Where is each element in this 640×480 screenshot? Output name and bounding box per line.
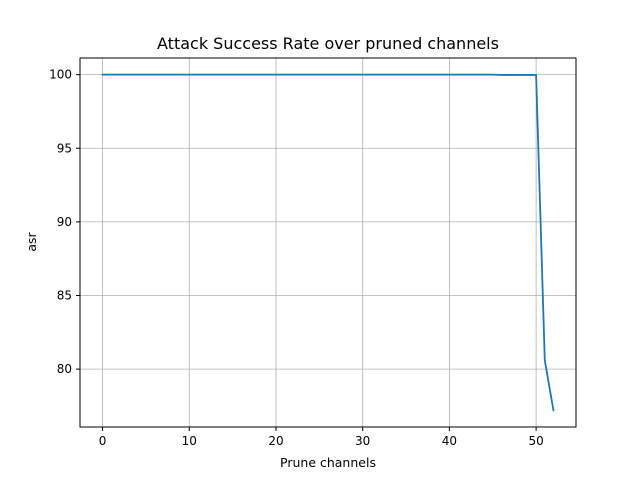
x-tick-label: 20	[268, 434, 283, 448]
x-tick-label: 30	[355, 434, 370, 448]
x-tick-label: 0	[99, 434, 107, 448]
chart-title: Attack Success Rate over pruned channels	[157, 34, 499, 53]
grid-lines	[80, 58, 576, 427]
y-tick-label: 85	[57, 289, 72, 303]
series-layer	[101, 73, 555, 412]
x-axis-label: Prune channels	[280, 455, 376, 470]
x-tick-label: 50	[528, 434, 543, 448]
x-axis-ticks: 0 10 20 30 40 50	[99, 427, 544, 448]
x-tick-label: 40	[442, 434, 457, 448]
plot-frame	[79, 57, 577, 428]
x-tick-label: 10	[182, 434, 197, 448]
y-axis-ticks: 80 85 90 95 100	[49, 68, 80, 376]
y-tick-label: 100	[49, 68, 72, 82]
y-tick-label: 90	[57, 215, 72, 229]
series-line	[101, 73, 555, 412]
y-tick-label: 80	[57, 362, 72, 376]
y-tick-label: 95	[57, 141, 72, 155]
y-axis-label: asr	[24, 231, 39, 251]
